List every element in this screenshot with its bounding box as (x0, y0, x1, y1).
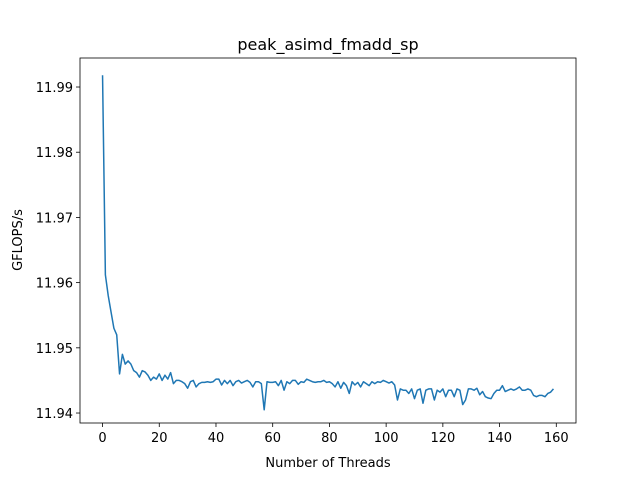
x-tick-label: 100 (374, 431, 399, 446)
x-tick-label: 120 (430, 431, 455, 446)
x-tick-label: 40 (208, 431, 225, 446)
y-tick-label: 11.96 (36, 277, 73, 292)
x-axis-label: Number of Threads (265, 456, 390, 471)
x-tick-label: 20 (151, 431, 168, 446)
x-tick-label: 160 (544, 431, 569, 446)
x-tick-label: 80 (321, 431, 338, 446)
y-tick-label: 11.95 (36, 342, 73, 357)
y-tick-label: 11.94 (36, 407, 73, 422)
plot-frame (79, 57, 577, 424)
y-axis-label: GFLOPS/s (11, 209, 26, 271)
x-tick-label: 60 (264, 431, 281, 446)
chart-title: peak_asimd_fmadd_sp (237, 35, 418, 55)
y-tick-label: 11.98 (36, 146, 73, 161)
y-tick-label: 11.99 (36, 81, 73, 96)
x-tick-label: 140 (487, 431, 512, 446)
y-tick-label: 11.97 (36, 211, 73, 226)
x-tick-label: 0 (98, 431, 106, 446)
data-line (101, 75, 555, 411)
